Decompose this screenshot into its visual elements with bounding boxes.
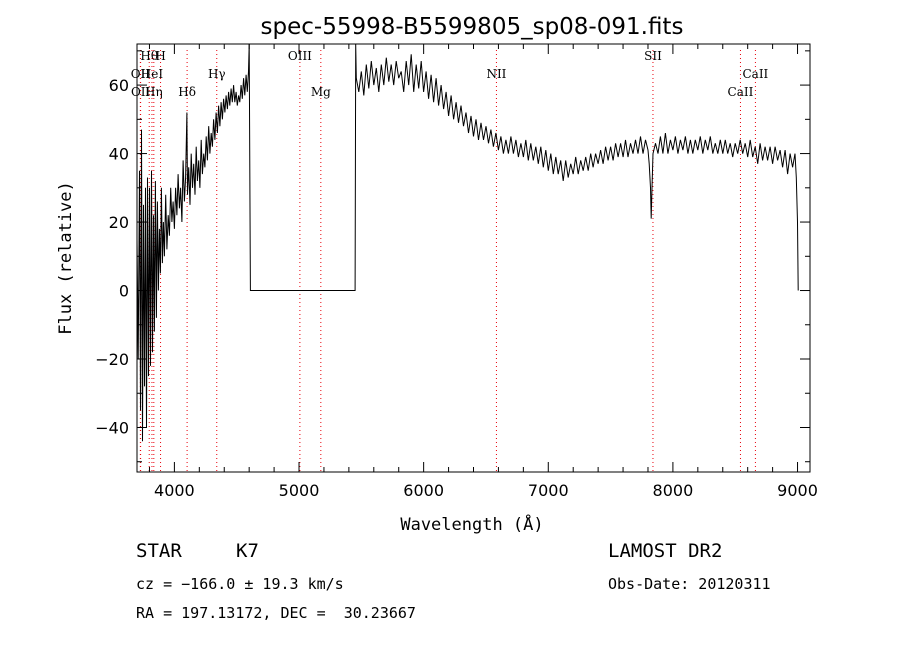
survey-name: LAMOST DR2 — [608, 540, 723, 562]
y-tick-label: 0 — [119, 282, 129, 301]
line-label: OII — [131, 85, 151, 99]
x-axis-label: Wavelength (Å) — [400, 513, 543, 535]
observation-date: Obs-Date: 20120311 — [608, 575, 771, 593]
spectrum-line — [136, 43, 799, 442]
line-label: Hδ — [178, 85, 196, 99]
chart-title: spec-55998-B5599805_sp08-091.fits — [261, 14, 684, 40]
line-label: Hη — [145, 85, 163, 99]
line-label: HeI — [141, 67, 164, 81]
y-tick-label: 20 — [109, 213, 129, 232]
y-tick-label: −20 — [95, 350, 129, 369]
x-tick-label: 6000 — [403, 481, 444, 500]
line-label: SII — [644, 49, 662, 63]
object-subclass: K7 — [236, 540, 259, 562]
y-axis-ticks: −40 −20 0 20 40 60 — [95, 50, 810, 463]
redshift-velocity: cz = −166.0 ± 19.3 km/s — [136, 575, 344, 593]
line-label: H — [155, 49, 165, 63]
x-tick-label: 8000 — [653, 481, 694, 500]
y-tick-label: 60 — [109, 76, 129, 95]
x-tick-label: 4000 — [154, 481, 195, 500]
x-axis-ticks: 4000 5000 6000 7000 8000 9000 — [148, 44, 818, 500]
x-tick-label: 9000 — [777, 481, 818, 500]
line-label: OII — [131, 67, 151, 81]
line-label: OIII — [288, 49, 312, 63]
line-label: CaII — [728, 85, 754, 99]
object-class: STAR — [136, 540, 182, 562]
y-tick-label: −40 — [95, 418, 129, 437]
sky-coordinates: RA = 197.13172, DEC = 30.23667 — [136, 604, 416, 622]
x-tick-label: 7000 — [528, 481, 569, 500]
plot-frame — [136, 43, 811, 473]
line-label: Hγ — [208, 67, 226, 81]
y-axis-label: Flux (relative) — [56, 181, 76, 335]
line-label: Mg — [311, 85, 331, 99]
line-label: CaII — [742, 67, 768, 81]
y-tick-label: 40 — [109, 145, 129, 164]
x-tick-label: 5000 — [279, 481, 320, 500]
line-label: NII — [486, 67, 506, 81]
line-label: Hθ — [140, 49, 158, 63]
